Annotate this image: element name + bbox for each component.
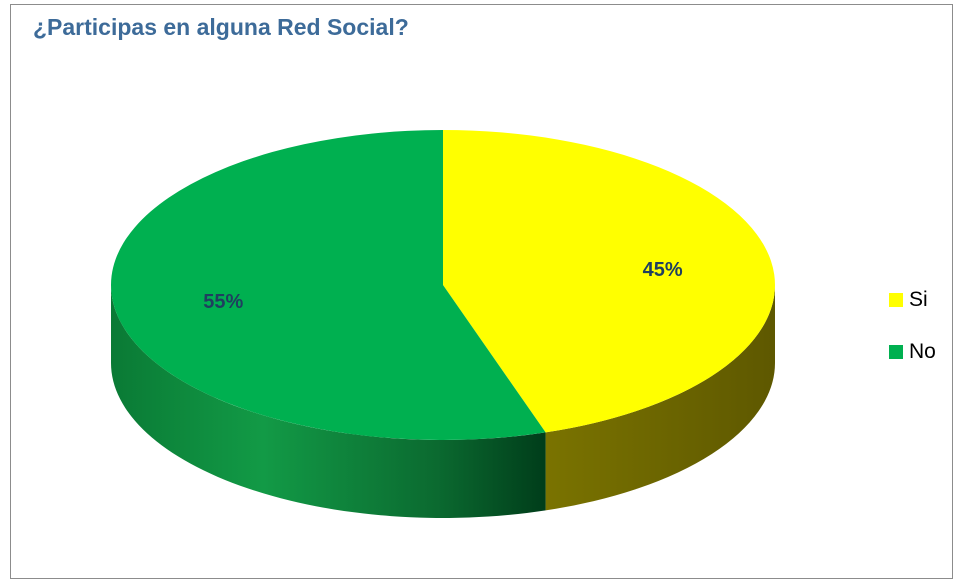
legend-item-no: No bbox=[889, 340, 936, 364]
legend-label-no: No bbox=[909, 340, 936, 363]
chart-title: ¿Participas en alguna Red Social? bbox=[33, 14, 409, 40]
legend-label-si: Si bbox=[909, 288, 928, 311]
legend-item-si: Si bbox=[889, 288, 936, 312]
pie-side-no bbox=[111, 285, 546, 518]
pie-side-si bbox=[545, 285, 775, 511]
legend-swatch-si bbox=[889, 293, 903, 307]
chart-legend: Si No bbox=[889, 288, 936, 392]
data-label-no: 55% bbox=[203, 291, 243, 313]
pie-slice-si bbox=[443, 130, 775, 433]
data-label-si: 45% bbox=[643, 259, 683, 281]
legend-swatch-no bbox=[889, 345, 903, 359]
pie-slice-no bbox=[110, 130, 546, 440]
